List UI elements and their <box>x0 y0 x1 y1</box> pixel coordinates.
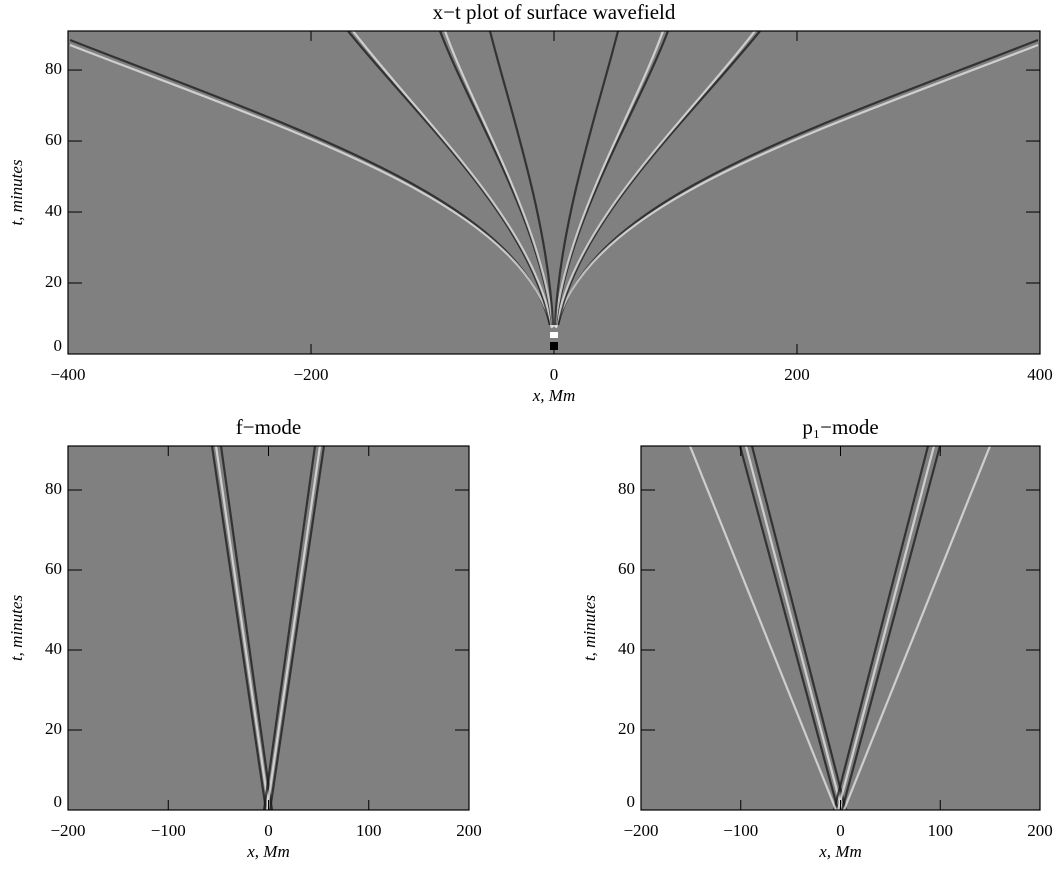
y-tick-label: 20 <box>45 272 62 291</box>
y-tick-label: 0 <box>54 336 63 355</box>
y-tick-label: 40 <box>45 201 62 220</box>
y-tick-label: 60 <box>45 130 62 149</box>
x-axis-label: x, Mm <box>246 842 289 861</box>
x-axis-label: x, Mm <box>532 386 575 405</box>
chart-title: p₁−mode <box>802 415 878 439</box>
y-axis-label: t, minutes <box>7 159 26 225</box>
y-tick-label: 20 <box>45 719 62 738</box>
y-axis-label: t, minutes <box>580 595 599 661</box>
wavefield-image <box>68 31 1040 354</box>
chart-title: x−t plot of surface wavefield <box>433 0 676 24</box>
x-tick-label: 200 <box>1027 821 1053 840</box>
x-tick-label: 0 <box>264 821 273 840</box>
x-tick-label: −200 <box>293 365 328 384</box>
y-tick-label: 60 <box>618 559 635 578</box>
x-tick-label: −200 <box>623 821 658 840</box>
y-tick-label: 80 <box>45 479 62 498</box>
x-tick-label: 200 <box>784 365 810 384</box>
y-tick-label: 80 <box>618 479 635 498</box>
wavefield-image <box>68 446 469 810</box>
y-tick-label: 60 <box>45 559 62 578</box>
wavefield-image <box>641 446 1040 810</box>
p1-mode-ridges <box>688 446 992 810</box>
y-tick-label: 20 <box>618 719 635 738</box>
y-tick-label: 40 <box>618 639 635 658</box>
x-tick-label: 200 <box>456 821 482 840</box>
x-axis-label: x, Mm <box>818 842 861 861</box>
x-tick-label: −200 <box>50 821 85 840</box>
y-tick-label: 0 <box>54 792 63 811</box>
x-tick-label: −100 <box>723 821 758 840</box>
chart-title: f−mode <box>236 415 302 439</box>
x-tick-label: 0 <box>550 365 559 384</box>
x-tick-label: −100 <box>151 821 186 840</box>
x-tick-label: 100 <box>928 821 954 840</box>
x-tick-label: 0 <box>836 821 845 840</box>
y-axis-label: t, minutes <box>7 595 26 661</box>
wavefield-ridges <box>69 31 1039 350</box>
y-tick-label: 0 <box>627 792 636 811</box>
y-tick-label: 80 <box>45 59 62 78</box>
x-tick-label: −400 <box>50 365 85 384</box>
y-tick-label: 40 <box>45 639 62 658</box>
x-tick-label: 100 <box>356 821 382 840</box>
f-mode-ridges <box>210 446 326 810</box>
x-tick-label: 400 <box>1027 365 1053 384</box>
